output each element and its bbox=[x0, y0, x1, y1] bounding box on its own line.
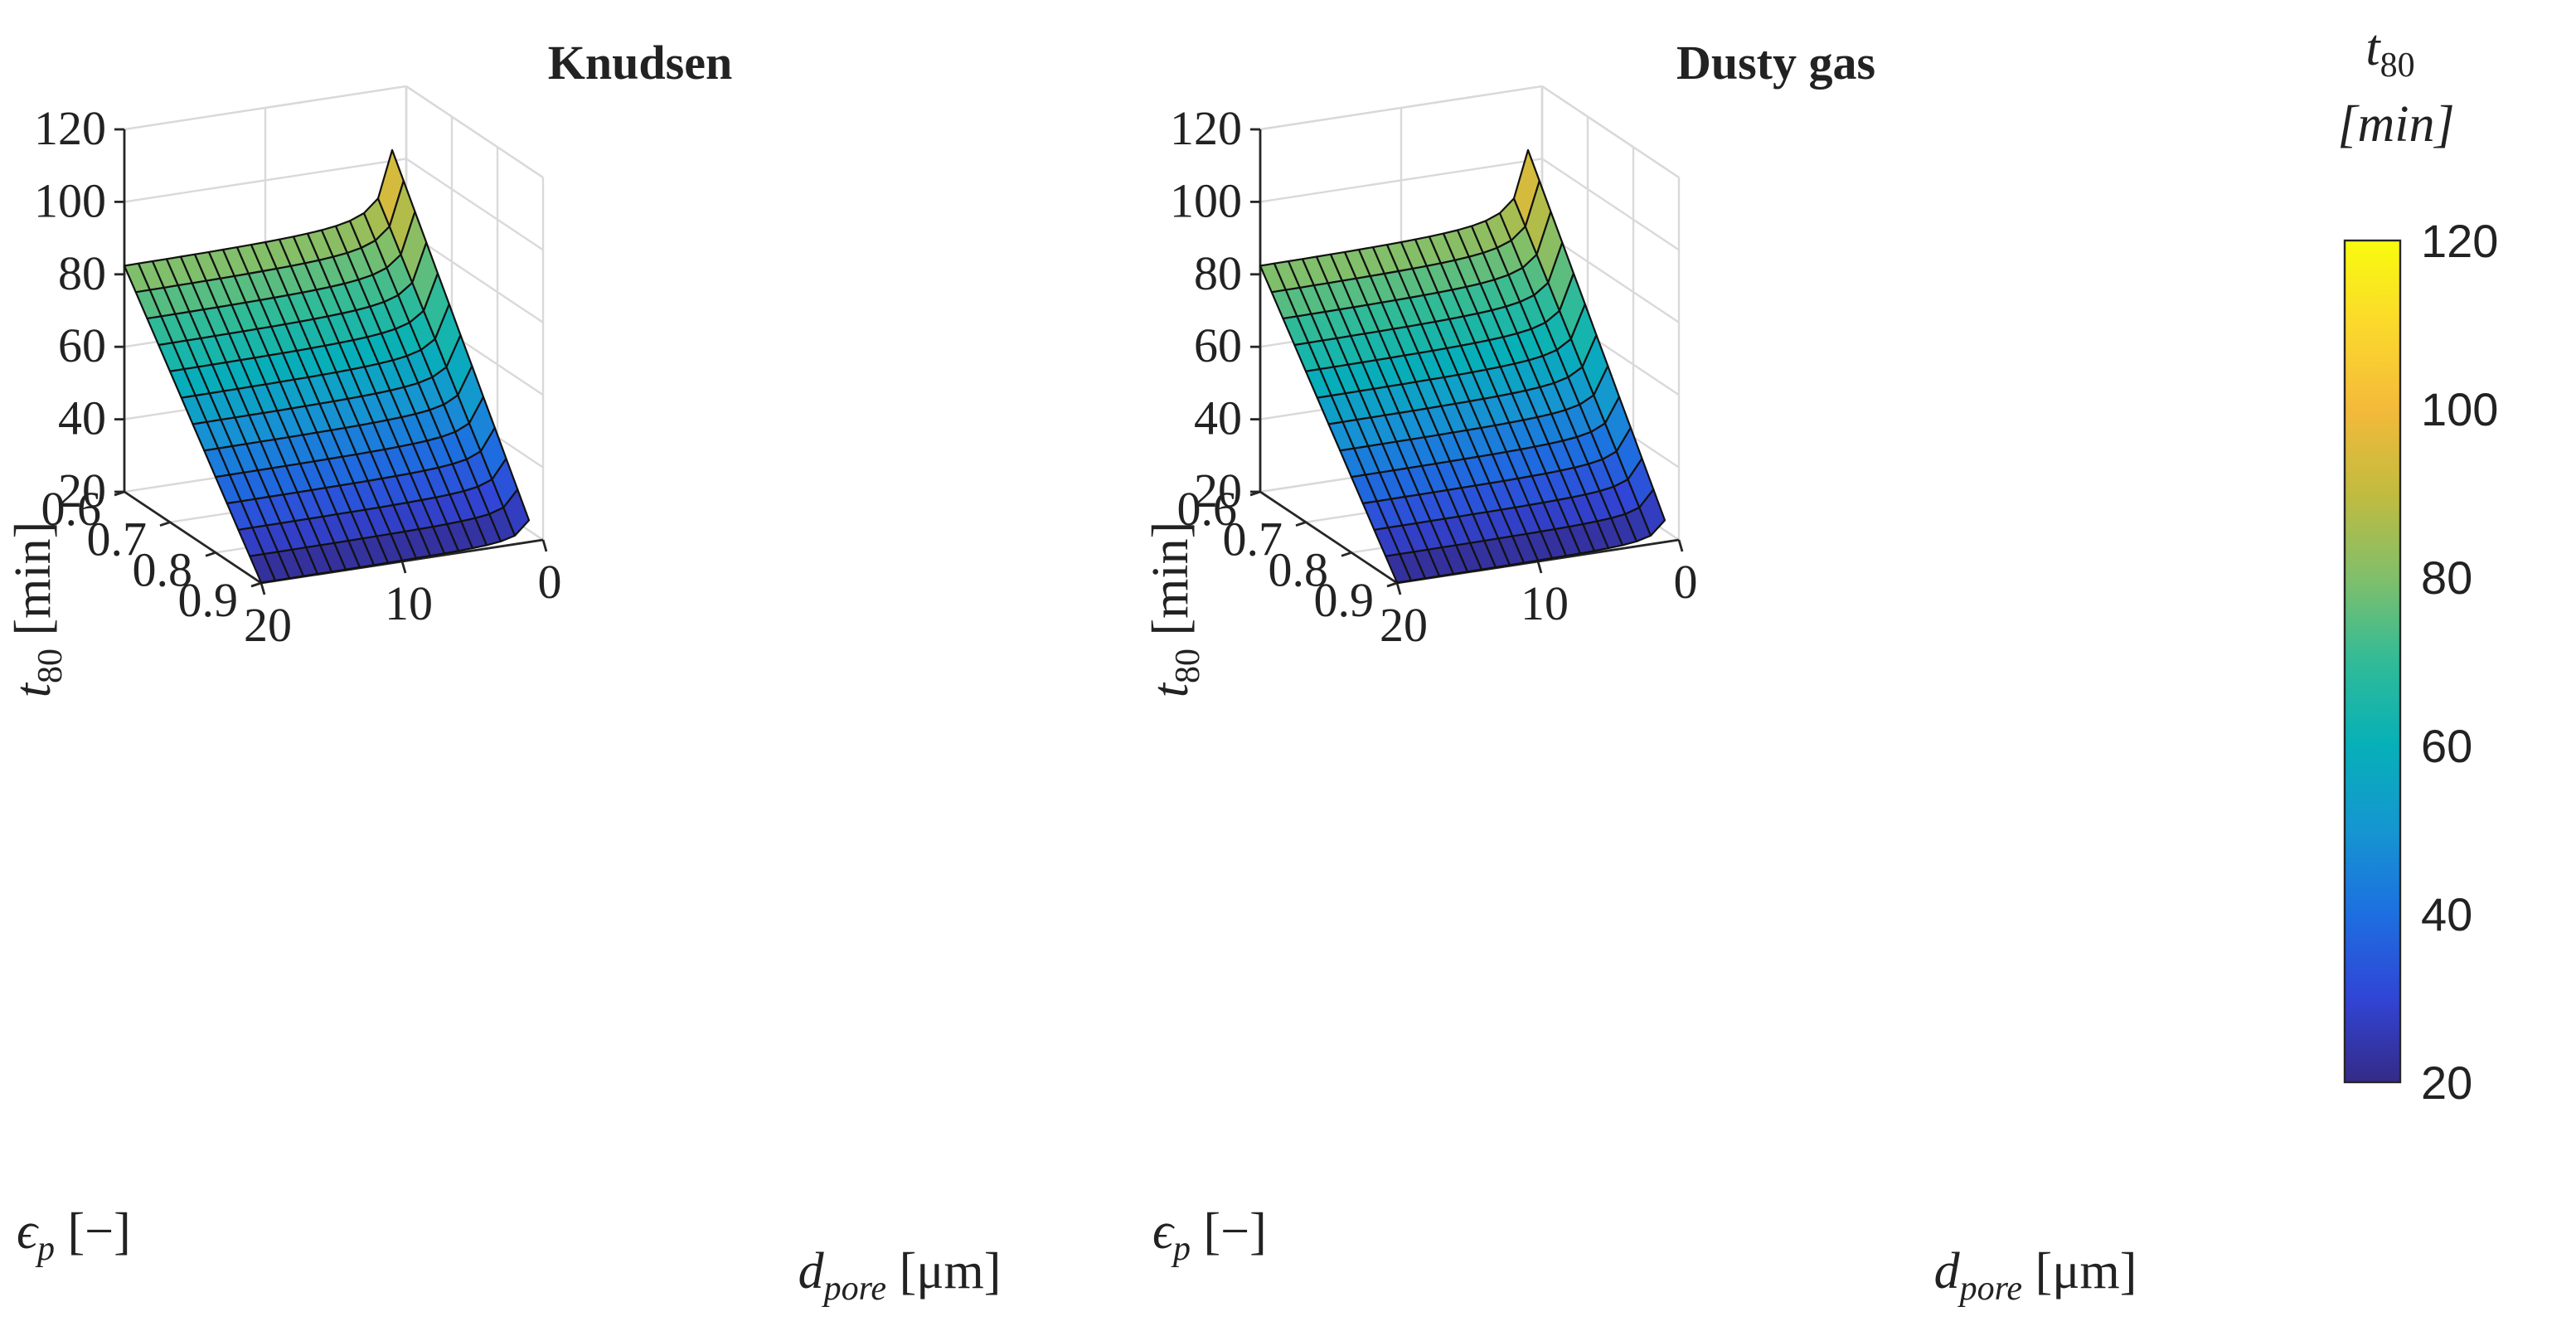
y-axis-label: ϵp [−] bbox=[17, 1203, 131, 1268]
surface-cell bbox=[502, 488, 531, 537]
x-axis-label: dpore [μm] bbox=[1934, 1243, 2137, 1308]
y-tick-label: 0.9 bbox=[178, 573, 239, 627]
tick-layer: 20 40 60 80 100 120 0.60.70.80.9 0 10 20 bbox=[1170, 101, 1698, 652]
z-tick-label: 80 bbox=[1194, 246, 1242, 300]
y-tick-mark bbox=[1386, 581, 1398, 588]
z-tick-label: 20 bbox=[1194, 464, 1242, 517]
z-tick-label: 100 bbox=[34, 173, 106, 227]
gridline bbox=[1541, 230, 1680, 323]
x-tick-mark bbox=[260, 582, 266, 595]
y-tick-label: 0.8 bbox=[133, 542, 193, 596]
x-tick-mark bbox=[1395, 582, 1402, 595]
x-tick-label: 10 bbox=[385, 576, 433, 630]
colorbar-ticks: 20 40 60 80 100 120 bbox=[2421, 215, 2498, 1109]
x-tick-mark bbox=[1536, 561, 1543, 574]
svg-text:dpore [μm]: dpore [μm] bbox=[798, 1243, 1002, 1308]
colorbar-tick-label: 60 bbox=[2421, 720, 2472, 772]
colorbar: t80 [min] 20 40 60 80 100 120 bbox=[2337, 20, 2498, 1109]
surface-cell bbox=[1638, 488, 1666, 537]
y-tick-label: 0.9 bbox=[1314, 573, 1375, 627]
z-tick-label: 100 bbox=[1170, 173, 1242, 227]
panel-title: Dusty gas bbox=[1676, 36, 1875, 90]
colorbar-tick-label: 40 bbox=[2421, 888, 2472, 940]
tick-layer: 20 40 60 80 100 120 0.60.70.80.9 0 10 20 bbox=[34, 101, 562, 652]
y-tick-label: 0.7 bbox=[1223, 513, 1283, 566]
svg-text:dpore [μm]: dpore [μm] bbox=[1934, 1243, 2137, 1308]
y-tick-mark bbox=[1295, 521, 1307, 527]
colorbar-gradient bbox=[2345, 240, 2400, 1082]
gridline bbox=[124, 85, 407, 131]
y-axis-label: ϵp [−] bbox=[1152, 1203, 1267, 1268]
gridline bbox=[405, 230, 544, 323]
z-tick-label: 80 bbox=[58, 246, 106, 300]
z-tick-label: 120 bbox=[1170, 101, 1242, 155]
colorbar-title: t80 bbox=[2365, 20, 2414, 85]
y-tick-mark bbox=[205, 551, 216, 557]
y-tick-mark bbox=[250, 581, 262, 588]
colorbar-tick-label: 80 bbox=[2421, 551, 2472, 604]
gridline bbox=[405, 158, 544, 251]
svg-text:ϵp [−]: ϵp [−] bbox=[1152, 1203, 1267, 1268]
panel-title: Knudsen bbox=[548, 36, 732, 90]
panel-knudsen: Knudsen 20 40 60 80 100 120 0.60.70.80.9 0 1020 … bbox=[5, 36, 1001, 1308]
svg-text:t80 [min]: t80 [min] bbox=[5, 522, 70, 697]
y-tick-mark bbox=[114, 490, 125, 497]
z-tick-label: 40 bbox=[1194, 391, 1242, 445]
x-tick-label: 20 bbox=[244, 598, 292, 652]
x-tick-label: 20 bbox=[1380, 598, 1428, 652]
y-tick-label: 0.6 bbox=[1177, 482, 1238, 536]
y-axis-line bbox=[1259, 490, 1398, 585]
colorbar-tick-label: 100 bbox=[2421, 383, 2498, 435]
x-tick-label: 0 bbox=[1674, 555, 1698, 609]
x-tick-label: 10 bbox=[1521, 576, 1569, 630]
z-axis-label: t80 [min] bbox=[5, 522, 70, 697]
z-tick-label: 60 bbox=[58, 318, 106, 372]
z-tick-label: 40 bbox=[58, 391, 106, 445]
gridline bbox=[1259, 85, 1543, 131]
colorbar-tick-label: 20 bbox=[2421, 1057, 2472, 1109]
x-tick-mark bbox=[400, 561, 407, 574]
colorbar-frame bbox=[2343, 239, 2402, 1084]
y-tick-label: 0.7 bbox=[87, 513, 148, 566]
y-tick-mark bbox=[1341, 551, 1352, 557]
y-axis-line bbox=[124, 490, 262, 585]
z-axis-label: t80 [min] bbox=[1142, 522, 1207, 697]
x-tick-label: 0 bbox=[538, 555, 562, 609]
x-tick-mark bbox=[541, 539, 548, 552]
y-tick-mark bbox=[159, 521, 171, 527]
z-tick-label: 60 bbox=[1194, 318, 1242, 372]
svg-text:t80 [min]: t80 [min] bbox=[1142, 522, 1207, 697]
svg-text:ϵp [−]: ϵp [−] bbox=[17, 1203, 131, 1268]
z-tick-label: 20 bbox=[58, 464, 106, 517]
surface-layer bbox=[123, 148, 531, 584]
surface-layer bbox=[1259, 148, 1666, 584]
gridline bbox=[1541, 85, 1680, 178]
y-tick-label: 0.8 bbox=[1269, 542, 1329, 596]
x-axis-label: dpore [μm] bbox=[798, 1243, 1002, 1308]
x-tick-mark bbox=[1677, 539, 1684, 552]
y-tick-label: 0.6 bbox=[41, 482, 102, 536]
colorbar-unit: [min] bbox=[2337, 96, 2454, 153]
gridline bbox=[1541, 158, 1680, 251]
y-tick-mark bbox=[1249, 490, 1261, 497]
z-tick-label: 120 bbox=[34, 101, 106, 155]
colorbar-tick-label: 120 bbox=[2421, 215, 2498, 267]
gridline bbox=[405, 85, 544, 178]
